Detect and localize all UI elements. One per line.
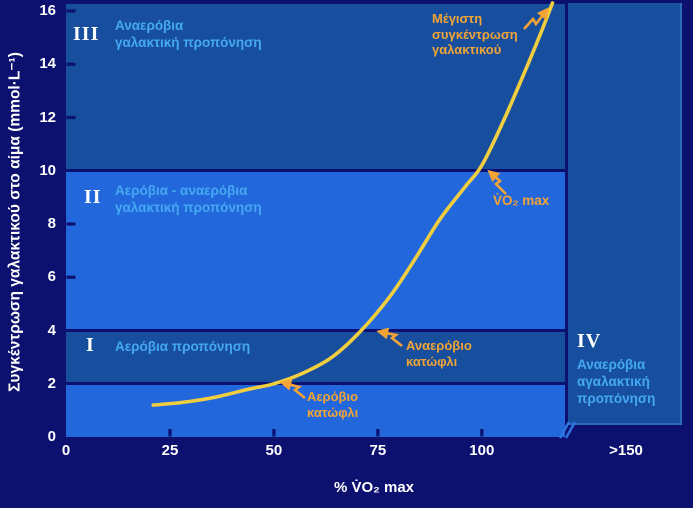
zone-iii-numeral: III [73, 23, 100, 45]
y-tick-label: 10 [39, 161, 56, 179]
y-tick-label: 2 [47, 374, 56, 392]
zone-ii-label: Αερόβια - αναερόβια γαλακτική προπόνηση [115, 182, 262, 216]
x-tick-label: 0 [61, 442, 71, 459]
y-tick-label: 8 [47, 215, 56, 232]
band-boundary-line [66, 329, 565, 332]
zone-i-label: Αερόβια προπόνηση [115, 338, 250, 355]
zone-iii-label: Αναερόβια γαλακτική προπόνηση [115, 17, 262, 51]
max-lactate-annotation: Μέγιστη συγκέντρωση γαλακτικού [432, 11, 518, 58]
zone-iv-numeral: IV [577, 330, 602, 352]
band-boundary-line [66, 169, 565, 173]
zone-ii-label-line2: γαλακτική προπόνηση [115, 200, 262, 215]
aerobic-threshold-line2: κατώφλι [307, 404, 359, 420]
aerobic-threshold-annotation: Αερόβιο κατώφλι [307, 389, 358, 420]
anaerobic-threshold-annotation: Αναερόβιο κατώφλι [406, 338, 472, 369]
max-lactate-line2: συγκέντρωση [432, 26, 518, 42]
vo2max-annotation: V̇O₂ max [493, 193, 550, 208]
zone-ii-numeral: II [84, 186, 102, 208]
x-tick-label: 25 [161, 442, 179, 459]
zone-iv-label-line2: αγαλακτική [577, 374, 650, 389]
zone-iv-panel [568, 3, 682, 425]
zone-iii-label-line1: Αναερόβια [115, 18, 184, 33]
max-lactate-line1: Μέγιστη [432, 11, 483, 26]
x-tick-label-extra: >150 [609, 442, 643, 459]
zone-iii-label-line2: γαλακτική προπόνηση [115, 35, 262, 50]
x-tick-label: 50 [265, 442, 283, 459]
zone-i-numeral: I [86, 334, 95, 356]
max-lactate-line3: γαλακτικού [432, 42, 502, 57]
y-tick-label: 14 [39, 55, 56, 73]
zone-iv-label: Αναερόβια αγαλακτική προπόνηση [577, 356, 655, 407]
aerobic-threshold-line1: Αερόβιο [307, 389, 359, 404]
band-boundary-line [66, 382, 565, 386]
x-axis-title: % V̇O₂ max [333, 479, 415, 496]
y-tick-label: 16 [39, 2, 56, 19]
y-tick-label: 4 [47, 321, 56, 339]
y-tick-label: 12 [39, 108, 56, 126]
zone-iv-label-line3: προπόνηση [577, 391, 656, 406]
zone-i-label-line1: Αερόβια προπόνηση [115, 339, 251, 354]
x-tick-label: 100 [469, 442, 495, 459]
anaerobic-threshold-line1: Αναερόβιο [406, 338, 472, 353]
y-tick-label: 0 [47, 428, 56, 445]
y-tick-label: 6 [47, 268, 56, 286]
x-tick-label: 75 [369, 442, 387, 459]
zone-ii-label-line1: Αερόβια - αναερόβια [115, 183, 248, 198]
zone-iv-label-line1: Αναερόβια [577, 357, 646, 372]
anaerobic-threshold-line2: κατώφλι [406, 353, 458, 369]
